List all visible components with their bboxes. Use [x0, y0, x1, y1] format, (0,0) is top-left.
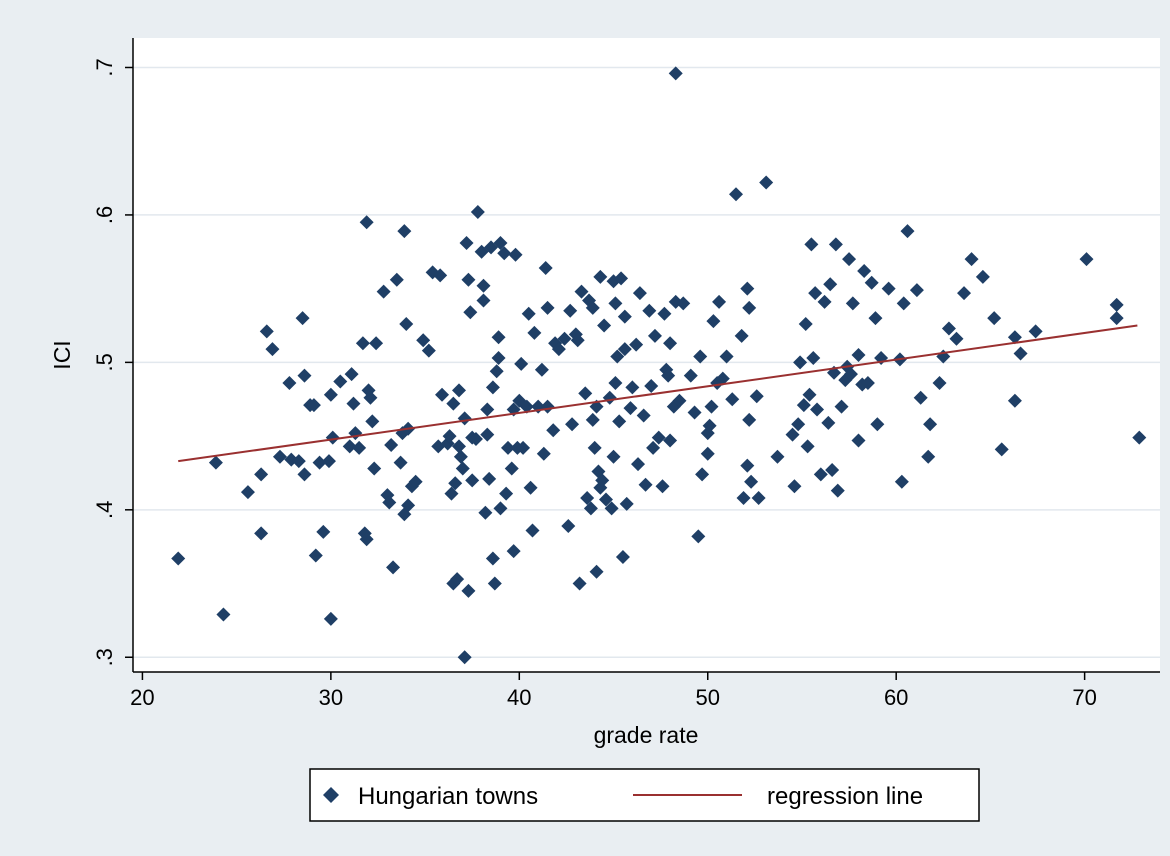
x-tick-label: 70 — [1072, 685, 1096, 710]
x-tick-label: 40 — [507, 685, 531, 710]
x-tick-label: 50 — [696, 685, 720, 710]
x-tick-label: 60 — [884, 685, 908, 710]
legend-label-points: Hungarian towns — [358, 783, 538, 810]
x-axis-title: grade rate — [594, 722, 699, 748]
legend-label-line: regression line — [767, 783, 923, 810]
y-tick-label: .7 — [92, 58, 117, 76]
legend: Hungarian towns regression line — [310, 769, 979, 821]
y-tick-label: .3 — [92, 648, 117, 666]
x-tick-label: 20 — [130, 685, 154, 710]
y-tick-label: .5 — [92, 353, 117, 371]
y-axis-title: ICI — [49, 340, 75, 369]
x-tick-label: 30 — [319, 685, 343, 710]
y-tick-label: .4 — [92, 501, 117, 519]
plot-area — [133, 38, 1160, 672]
y-tick-label: .6 — [92, 206, 117, 224]
